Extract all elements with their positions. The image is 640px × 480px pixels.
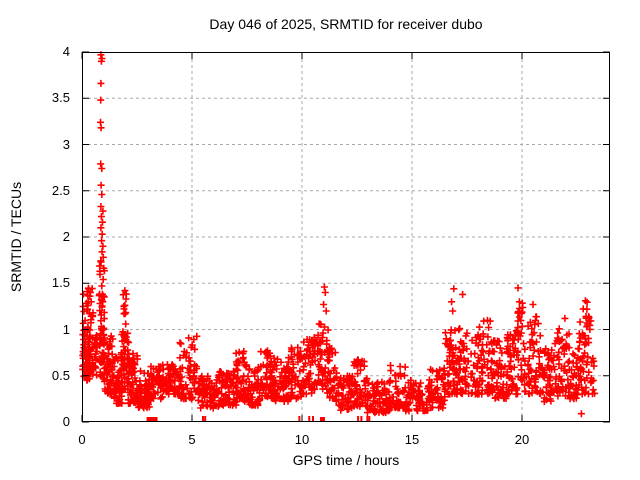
y-tick-label: 2.5 <box>51 182 70 198</box>
zero-value-square <box>319 417 325 422</box>
y-tick-label: 3.5 <box>51 90 70 106</box>
zero-value-tick <box>298 416 301 422</box>
zero-value-square <box>147 417 153 422</box>
scatter-points <box>79 51 599 418</box>
x-axis-label: GPS time / hours <box>292 452 400 468</box>
y-tick-label: 3 <box>62 136 70 152</box>
y-tick-label: 2 <box>62 229 70 244</box>
zero-value-tick <box>204 416 207 422</box>
x-tick-label: 5 <box>188 432 196 447</box>
chart-title: Day 046 of 2025, SRMTID for receiver dub… <box>209 16 483 32</box>
zero-value-tick <box>308 416 311 422</box>
y-tick-label: 0.5 <box>51 367 70 383</box>
x-tick-label: 20 <box>514 432 530 447</box>
zero-value-tick <box>357 416 360 422</box>
zero-value-tick <box>312 416 314 422</box>
y-tick-label: 1.5 <box>51 275 70 291</box>
x-tick-label: 10 <box>294 432 310 447</box>
zero-value-tick <box>202 416 204 422</box>
y-tick-label: 1 <box>62 321 70 337</box>
y-tick-label: 4 <box>62 44 70 59</box>
y-tick-label: 0 <box>62 414 70 429</box>
zero-value-tick <box>360 416 363 422</box>
zero-value-tick <box>368 416 371 422</box>
zero-value-square <box>152 417 158 422</box>
x-tick-label: 0 <box>78 432 86 447</box>
zero-value-tick <box>366 416 369 422</box>
x-tick-label: 15 <box>404 432 420 447</box>
y-axis-label: SRMTID / TECUs <box>8 181 24 293</box>
